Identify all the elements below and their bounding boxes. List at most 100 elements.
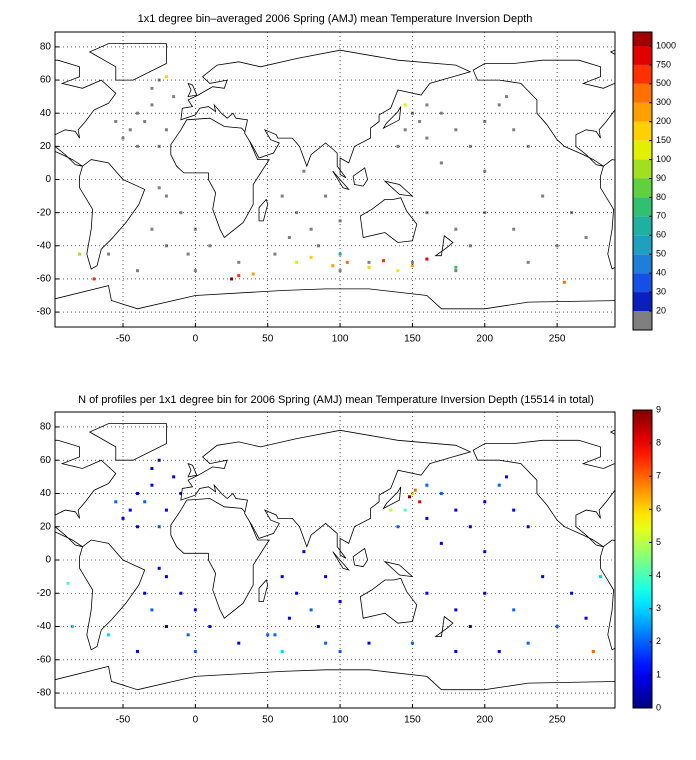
- coastline: [332, 170, 350, 191]
- data-cell: [418, 119, 422, 123]
- plot-area: [55, 32, 615, 327]
- data-cell: [396, 144, 400, 148]
- data-cell: [143, 500, 147, 504]
- coastline: [180, 429, 472, 559]
- data-cell: [526, 260, 530, 264]
- data-cell: [413, 488, 417, 492]
- data-cell: [468, 525, 472, 529]
- data-cell: [454, 265, 458, 269]
- data-cell: [302, 550, 306, 554]
- data-cell: [295, 211, 299, 215]
- colorbar-segment: [633, 46, 652, 65]
- colorbar-label: 750: [656, 59, 671, 69]
- data-cell: [338, 252, 342, 256]
- data-cell: [425, 211, 429, 215]
- data-cell: [454, 128, 458, 132]
- data-cell: [135, 111, 139, 115]
- data-cell: [273, 633, 277, 637]
- map-panel: -50 0 50 100 150 200 250 -80 -60 -40 -20 0 20 40 60 80: [37, 31, 616, 345]
- colorbar-segment: [633, 159, 652, 179]
- data-cell: [157, 566, 161, 570]
- colorbar-label: 8: [656, 437, 661, 447]
- data-cell: [157, 186, 161, 190]
- x-tick-label: 0: [193, 334, 199, 345]
- data-cell: [193, 608, 197, 612]
- y-tick-label: -20: [37, 588, 52, 599]
- colorbar-label: 20: [656, 305, 666, 315]
- colorbar: 20 30 40 50 60 70 80 90 100 150 200 300 500 750 1000: [632, 31, 676, 331]
- data-cell: [512, 227, 516, 231]
- colorbar-segment: [633, 292, 652, 311]
- data-cell: [468, 625, 472, 629]
- x-tick-label: 250: [549, 334, 566, 345]
- colorbar-label: 50: [656, 249, 666, 259]
- data-cell: [367, 260, 371, 264]
- x-tick-label: 150: [404, 715, 421, 726]
- colorbar-segment: [633, 32, 652, 46]
- data-cell: [526, 641, 530, 645]
- data-cell: [425, 591, 429, 595]
- data-cell: [251, 272, 255, 276]
- x-tick-label: 50: [262, 715, 274, 726]
- colorbar-segment: [633, 254, 652, 274]
- colorbar-gradient: [633, 410, 652, 708]
- coastline: [352, 547, 369, 568]
- colorbar-label: 80: [656, 192, 666, 202]
- data-cell: [526, 144, 530, 148]
- data-cell: [367, 641, 371, 645]
- data-cell: [418, 500, 422, 504]
- y-tick-label: -80: [37, 688, 52, 699]
- coastline: [187, 82, 198, 98]
- data-cell: [389, 508, 393, 512]
- data-cell: [237, 260, 241, 264]
- colorbar-label: 7: [656, 471, 661, 481]
- data-cell: [179, 591, 183, 595]
- data-cell: [425, 483, 429, 487]
- data-cell: [512, 608, 516, 612]
- coastline: [187, 462, 198, 478]
- colorbar-label: 30: [656, 286, 666, 296]
- data-cell: [410, 260, 414, 264]
- y-tick-label: 60: [40, 75, 52, 86]
- data-cell: [135, 649, 139, 653]
- data-cell: [107, 633, 111, 637]
- data-cell: [591, 649, 595, 653]
- data-cell: [237, 641, 241, 645]
- data-cell: [410, 111, 414, 115]
- data-cell: [287, 236, 291, 240]
- data-cell: [483, 169, 487, 173]
- data-cell: [208, 625, 212, 629]
- colorbar-segment: [633, 83, 652, 103]
- data-cell: [172, 475, 176, 479]
- colorbar-label: 150: [656, 135, 671, 145]
- coastline: [472, 439, 615, 548]
- colorbar-frame: [632, 409, 653, 709]
- data-cell: [150, 483, 154, 487]
- data-cell: [541, 194, 545, 198]
- data-cell: [403, 508, 407, 512]
- x-tick-label: 250: [549, 715, 566, 726]
- data-cell: [367, 265, 371, 269]
- data-cell: [454, 649, 458, 653]
- data-cell: [425, 257, 429, 261]
- data-cell: [316, 625, 320, 629]
- data-cell: [331, 264, 335, 268]
- data-cell: [541, 575, 545, 579]
- coastline: [600, 539, 615, 651]
- colorbar-segment: [633, 178, 652, 198]
- y-tick-label: -80: [37, 307, 52, 318]
- data-cell: [237, 274, 241, 278]
- data-cell: [150, 227, 154, 231]
- colorbar-segment: [633, 121, 652, 141]
- colorbar-label: 200: [656, 116, 671, 126]
- colorbar: 0 1 2 3 4 5 6 7 8 9: [632, 404, 661, 712]
- data-cell: [403, 128, 407, 132]
- coastline: [434, 235, 454, 257]
- axes-frame: [54, 31, 616, 328]
- data-cell: [164, 244, 168, 248]
- y-tick-label: 0: [45, 555, 51, 566]
- data-cell: [143, 591, 147, 595]
- data-cell: [114, 500, 118, 504]
- data-cell: [150, 103, 154, 107]
